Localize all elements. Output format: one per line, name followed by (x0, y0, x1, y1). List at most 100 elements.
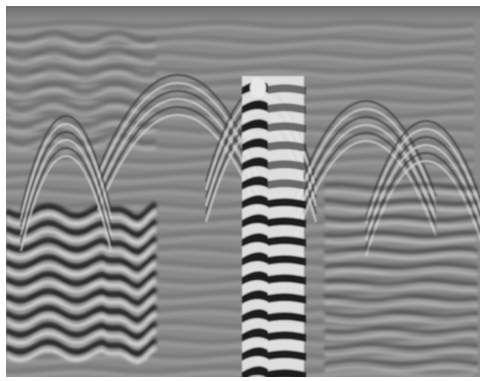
layer-line (6, 199, 475, 209)
radargram-image (6, 6, 480, 377)
dark-band (324, 246, 479, 254)
layer-line (6, 364, 475, 374)
dark-band (6, 63, 157, 77)
dark-band (6, 97, 157, 111)
anomaly-top (250, 78, 266, 98)
light-band (324, 253, 479, 261)
dark-band (324, 358, 479, 366)
layer-line (6, 311, 475, 319)
dark-band (6, 29, 157, 43)
dark-chevron (268, 293, 306, 304)
light-band (6, 88, 157, 100)
dark-band (6, 80, 157, 94)
dark-band (324, 198, 479, 206)
hyperbola-arc (19, 154, 113, 252)
dark-band (324, 294, 479, 302)
hyperbola-arc (19, 122, 113, 220)
hyperbola-arc (96, 114, 260, 211)
dark-chevron (242, 214, 268, 228)
light-band (324, 301, 479, 309)
dark-band (324, 182, 479, 190)
dark-chevron (268, 198, 306, 209)
hyperbola-arc (294, 115, 438, 213)
dark-chevron (268, 274, 306, 285)
dark-chevron (242, 328, 268, 342)
dark-band (6, 337, 158, 358)
light-band (6, 244, 158, 263)
dark-band (324, 262, 479, 270)
hyperbola-arc (294, 99, 438, 197)
dark-band (6, 320, 158, 341)
dark-band (6, 269, 158, 290)
dark-chevron (242, 100, 268, 114)
light-band (6, 210, 158, 229)
light-band (6, 295, 158, 314)
hyperbola-arc (19, 130, 113, 228)
left-wavy-reflectors (6, 29, 158, 365)
dark-chevron (242, 176, 268, 190)
layer-line (6, 184, 475, 194)
dark-chevron (242, 347, 268, 361)
light-band (324, 349, 479, 357)
dark-band (324, 342, 479, 350)
light-band (6, 105, 157, 117)
dark-chevron (242, 366, 268, 377)
light-band (6, 54, 157, 66)
light-band (6, 329, 158, 348)
light-band (324, 269, 479, 277)
dark-chevron (242, 157, 268, 171)
hyperbola-arc (96, 98, 260, 195)
dark-chevron (268, 103, 306, 114)
dark-band (324, 214, 479, 222)
light-band (6, 278, 158, 297)
dark-chevron (268, 217, 306, 228)
light-band (324, 365, 479, 373)
light-band (324, 317, 479, 325)
dark-chevron (268, 350, 306, 361)
hyperbola-arc (294, 139, 438, 237)
high-contrast-anomaly (242, 76, 306, 377)
layer-line (6, 19, 475, 29)
layer-line (6, 79, 475, 89)
dark-band (324, 230, 479, 238)
dark-chevron (268, 331, 306, 342)
light-band (324, 189, 479, 197)
light-band (6, 122, 157, 134)
dark-chevron (268, 369, 306, 377)
layer-line (6, 101, 475, 109)
dark-band (6, 286, 158, 307)
hyperbola-arc (364, 119, 480, 217)
dark-chevron (268, 84, 306, 95)
layer-line (6, 191, 475, 199)
light-band (324, 221, 479, 229)
hyperbola-arc (19, 114, 113, 212)
dark-band (6, 46, 157, 60)
dark-chevron (268, 236, 306, 247)
dark-chevron (242, 252, 268, 266)
light-band (324, 333, 478, 341)
dark-band (324, 278, 479, 286)
dark-chevron (268, 122, 306, 133)
dark-chevron (268, 160, 306, 171)
light-band (6, 346, 158, 365)
layer-line (6, 26, 475, 34)
hyperbola-arc (19, 146, 113, 244)
hyperbola-arc (96, 74, 260, 171)
layer-line (6, 266, 475, 274)
dark-band (6, 252, 158, 273)
dark-chevron (242, 290, 268, 304)
dark-band (324, 326, 478, 334)
dark-chevron (268, 141, 306, 152)
right-anomaly-reflectors (324, 182, 479, 373)
dark-band (324, 310, 479, 318)
hyperbola-arc (96, 90, 260, 187)
hyperbola-arc (19, 138, 113, 236)
hyperbola-arc (294, 123, 438, 221)
dark-chevron (242, 195, 268, 209)
top-strip (6, 6, 480, 20)
hyperbola-arc (96, 82, 260, 179)
light-band (6, 261, 158, 280)
dark-chevron (242, 119, 268, 133)
dark-band (6, 303, 158, 324)
